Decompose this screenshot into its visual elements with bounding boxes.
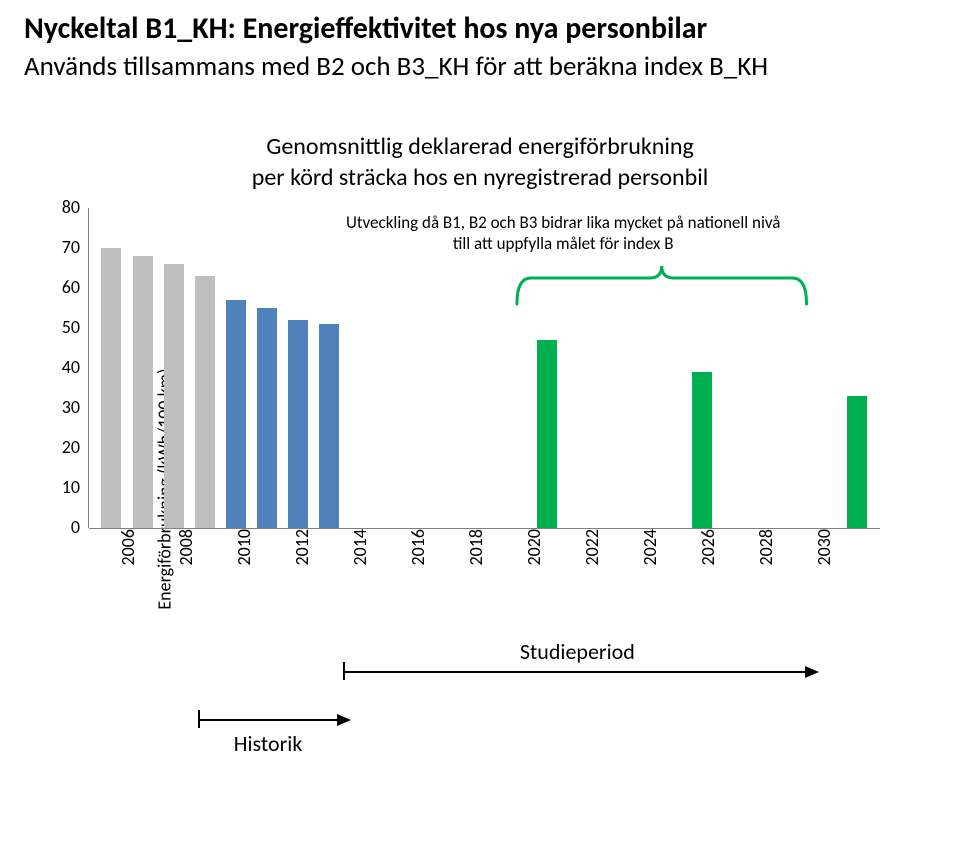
page-subtitle: Används tillsammans med B2 och B3_KH för…: [24, 50, 936, 84]
arrow-line: [343, 671, 806, 673]
plot-row: 80706050403020100 Utveckling då B1, B2 o…: [80, 208, 880, 529]
x-axis: 2006200820102012201420162018202020222024…: [89, 529, 845, 583]
y-axis: 80706050403020100: [80, 208, 89, 528]
arrow-line: [198, 719, 339, 721]
historik-label: Historik: [234, 733, 303, 755]
chart-title-line2: per körd sträcka hos en nyregistrerad pe…: [24, 162, 936, 193]
studieperiod-label: Studieperiod: [520, 641, 635, 663]
plot-area: Utveckling då B1, B2 och B3 bidrar lika …: [89, 208, 880, 529]
arrow-head-icon: [805, 666, 819, 678]
timeline: Studieperiod Historik: [89, 641, 829, 771]
page-root: Nyckeltal B1_KH: Energieffektivitet hos …: [0, 0, 960, 771]
page-title: Nyckeltal B1_KH: Energieffektivitet hos …: [24, 10, 936, 48]
chart-title: Genomsnittlig deklarerad energiförbrukni…: [24, 131, 936, 193]
chart-title-line1: Genomsnittlig deklarerad energiförbrukni…: [24, 131, 936, 162]
chart-wrap: Energiförbrukning (kWh/100 km) 807060504…: [80, 208, 880, 771]
arrow-head-icon: [337, 714, 351, 726]
bar: [847, 396, 867, 528]
curly-brace-icon: [89, 208, 829, 528]
